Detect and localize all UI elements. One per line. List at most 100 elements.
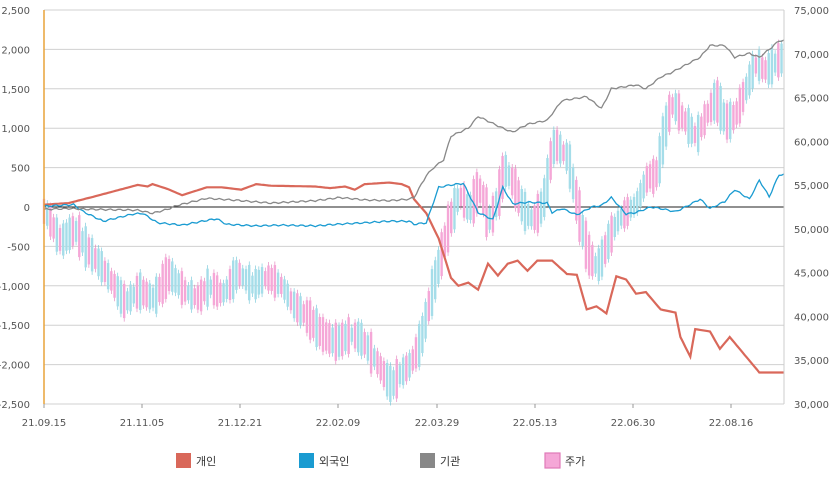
price-candle <box>546 158 549 203</box>
price-candle <box>424 301 427 339</box>
price-candle <box>584 220 588 269</box>
x-tick-label: 21.12.21 <box>218 418 263 429</box>
price-candle <box>716 80 719 123</box>
price-candle <box>132 286 135 304</box>
price-candle <box>411 349 414 371</box>
price-candle <box>443 225 447 257</box>
price-candle <box>142 279 145 306</box>
price-candle <box>145 281 148 308</box>
price-candle <box>661 116 665 165</box>
y-right-tick-label: 30,000 <box>794 400 829 411</box>
price-candle <box>344 323 347 352</box>
price-candle <box>215 275 219 307</box>
price-candle <box>738 87 742 124</box>
price-candle <box>119 280 123 314</box>
price-candle <box>575 179 578 221</box>
price-candle <box>466 194 469 220</box>
price-candle <box>299 296 302 326</box>
price-candle <box>581 215 584 247</box>
price-candle <box>260 267 264 294</box>
legend-swatch <box>176 453 191 468</box>
series-line-외국인 <box>43 173 785 228</box>
price-candle <box>780 43 783 74</box>
price-candle <box>594 256 597 274</box>
price-candle <box>62 223 65 256</box>
price-candle <box>209 279 212 295</box>
price-candle <box>199 279 203 312</box>
price-candle <box>244 269 248 291</box>
price-candle <box>353 322 357 349</box>
price-candle <box>632 197 636 215</box>
price-candle <box>430 269 434 316</box>
price-candle <box>417 323 421 367</box>
price-candle <box>478 178 482 203</box>
legend-label: 외국인 <box>319 455 349 468</box>
series-line-개인 <box>43 181 784 374</box>
y-left-tick-label: -1,000 <box>0 282 30 293</box>
price-candle <box>450 201 453 234</box>
price-candle <box>565 142 568 171</box>
y-right-tick-label: 50,000 <box>794 225 829 236</box>
price-candle <box>225 279 228 299</box>
price-candle <box>328 323 331 354</box>
price-candle <box>770 47 774 85</box>
price-candle <box>228 269 232 300</box>
price-candle <box>469 195 472 220</box>
x-tick-label: 22.02.09 <box>316 418 361 429</box>
price-candle <box>555 129 559 161</box>
price-candle <box>501 155 504 199</box>
y-right-tick-label: 75,000 <box>794 6 829 17</box>
price-candle <box>453 187 456 230</box>
price-candle <box>49 206 52 237</box>
price-candle <box>754 57 758 74</box>
price-candle <box>254 269 257 300</box>
price-candle <box>462 184 466 218</box>
price-candle <box>729 101 732 140</box>
x-tick-label: 21.09.15 <box>22 418 67 429</box>
price-candle <box>363 332 366 355</box>
price-candle <box>280 276 283 294</box>
price-candle <box>248 264 251 301</box>
y-right-tick-label: 70,000 <box>794 50 829 61</box>
price-candle <box>251 275 254 294</box>
price-candle <box>626 197 629 226</box>
price-candle <box>139 272 142 310</box>
price-candle <box>706 103 709 123</box>
price-candle <box>122 283 126 319</box>
price-candle <box>238 262 241 286</box>
price-candle <box>286 283 289 307</box>
price-candle <box>161 263 164 304</box>
y-right-tick-label: 45,000 <box>794 269 829 280</box>
price-candle <box>587 234 591 276</box>
price-candle <box>68 217 71 251</box>
price-candle <box>536 193 540 233</box>
price-candle <box>677 93 681 131</box>
y-left-tick-label: 2,500 <box>1 6 30 17</box>
y-right-tick-label: 65,000 <box>794 94 829 105</box>
price-candle <box>183 280 187 302</box>
price-candle <box>219 282 222 304</box>
price-candle <box>504 154 507 187</box>
price-candle <box>273 265 277 298</box>
price-candle <box>206 268 209 307</box>
price-candle <box>151 287 155 308</box>
price-candle <box>552 129 556 165</box>
price-candle <box>620 208 623 226</box>
price-candle <box>180 271 184 305</box>
price-candle <box>71 216 75 246</box>
y-right-tick-label: 60,000 <box>794 137 829 148</box>
price-candle <box>74 221 78 242</box>
price-candle <box>690 116 693 144</box>
price-candle <box>684 111 687 132</box>
price-candle <box>777 43 780 78</box>
x-tick-label: 21.11.05 <box>120 418 165 429</box>
price-candle <box>187 285 190 301</box>
price-candle <box>539 191 543 224</box>
price-candle <box>305 300 309 333</box>
price-candle <box>321 317 325 352</box>
price-candle <box>110 271 113 291</box>
price-candle <box>459 187 463 207</box>
price-candle <box>148 283 152 310</box>
price-candle <box>341 322 344 357</box>
price-candle <box>507 165 511 186</box>
